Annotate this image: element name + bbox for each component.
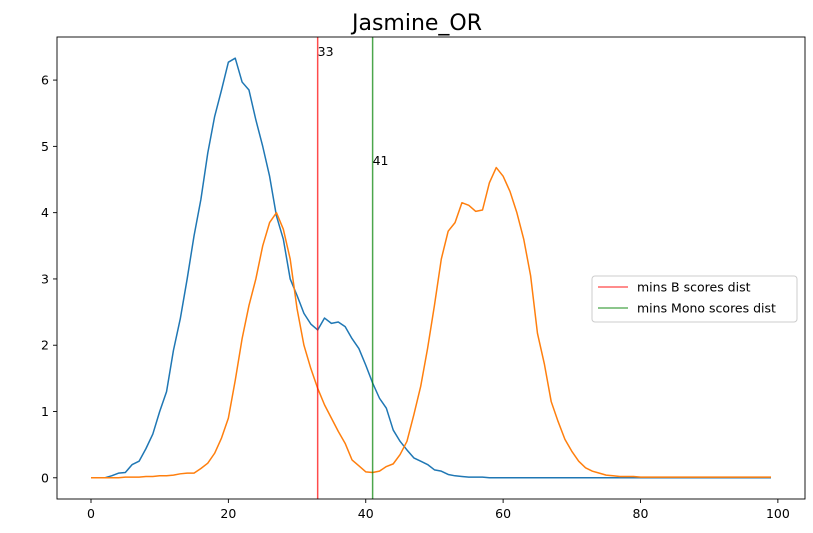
- y-tick-label: 4: [41, 205, 49, 220]
- vline-label-33: 33: [318, 44, 334, 59]
- legend-label-b: mins B scores dist: [637, 280, 751, 295]
- x-axis: 0 20 40 60 80 100: [87, 499, 790, 521]
- series-layer: [91, 57, 771, 479]
- x-tick-label: 20: [220, 506, 236, 521]
- chart-title: Jasmine_OR: [350, 11, 482, 36]
- legend-frame: [591, 275, 798, 323]
- y-tick-label: 1: [41, 404, 49, 419]
- x-tick-label: 40: [358, 506, 374, 521]
- x-tick-label: 60: [495, 506, 511, 521]
- x-tick-label: 0: [87, 506, 95, 521]
- x-tick-label: 100: [766, 506, 790, 521]
- series-line-2: [91, 166, 771, 479]
- y-tick-label: 5: [41, 139, 49, 154]
- legend-label-mono: mins Mono scores dist: [637, 301, 776, 316]
- y-tick-label: 0: [41, 470, 49, 485]
- vline-layer: 33 41: [316, 37, 389, 499]
- plot-area-frame: [56, 36, 806, 500]
- y-axis: 0 1 2 3 4 5 6: [41, 73, 57, 485]
- x-tick-label: 80: [633, 506, 649, 521]
- y-tick-label: 2: [41, 338, 49, 353]
- legend: mins B scores dist mins Mono scores dist: [591, 275, 798, 323]
- y-tick-label: 3: [41, 271, 49, 286]
- vline-label-41: 41: [373, 153, 389, 168]
- y-tick-label: 6: [41, 73, 49, 88]
